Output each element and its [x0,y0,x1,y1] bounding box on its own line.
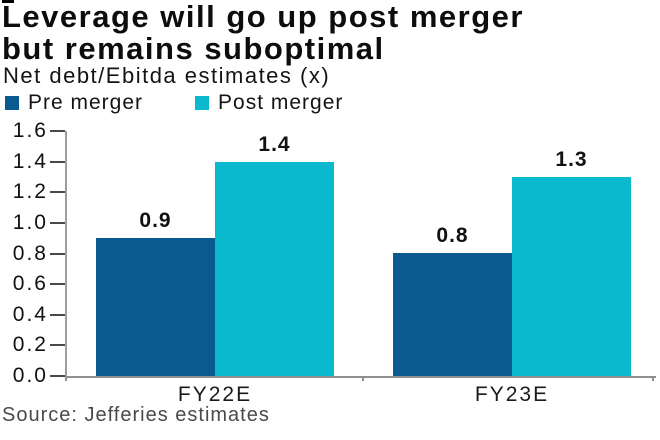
y-tick-label: 0.8 [12,241,48,265]
y-tick-label: 0.2 [12,333,48,357]
plot-area: 1.6 1.4 1.2 1.0 0.8 0.6 0.4 0.2 0.0 0.9 1.4 FY22E 0.… [13,120,656,406]
corner-mark [2,0,14,3]
value-label-pre-merger-fy22e: 0.9 [139,209,172,232]
y-axis-tick [50,344,65,347]
legend-label: Pre merger [28,91,144,114]
x-axis-tick [652,376,654,381]
bar-post-merger-fy22e [215,162,334,376]
value-label-post-merger-fy22e: 1.4 [258,133,291,156]
x-axis-tick [362,376,364,381]
chart-title-line1: Leverage will go up post merger [2,0,524,34]
y-axis-tick [50,191,65,194]
y-tick-label: 1.6 [12,119,48,142]
y-tick-label: 1.0 [12,210,48,234]
y-axis-tick [50,375,65,377]
legend-label: Post merger [218,91,344,114]
chart-subtitle: Net debt/Ebitda estimates (x) [3,63,331,88]
value-label-post-merger-fy23e: 1.3 [555,148,588,171]
chart-title-line2: but remains suboptimal [2,31,385,66]
y-tick-label: 1.2 [12,180,48,204]
legend-swatch-pre-merger [5,96,19,110]
bar-pre-merger-fy22e [96,238,215,376]
legend-item-pre-merger: Pre merger [5,91,143,115]
bar-pre-merger-fy23e [393,253,512,376]
category-label-fy23e: FY23E [474,383,550,406]
y-tick-label: 1.4 [12,149,48,173]
y-axis-tick [50,252,65,255]
y-axis-tick [50,283,65,286]
y-axis-tick [50,130,65,132]
y-tick-label: 0.4 [12,302,48,326]
y-tick-label: 0.0 [12,364,48,387]
y-axis-tick [50,221,65,224]
legend-item-post-merger: Post merger [195,91,343,115]
chart-title: Leverage will go up post merger but rema… [2,1,524,65]
category-label-fy22e: FY22E [177,383,253,406]
y-axis-tick [50,313,65,316]
legend: Pre merger Post merger [5,91,343,115]
bar-post-merger-fy23e [512,177,631,376]
x-axis-tick [65,376,67,381]
y-tick-label: 0.6 [12,272,48,296]
source-note: Source: Jefferies estimates [2,404,270,426]
value-label-pre-merger-fy23e: 0.8 [436,224,469,247]
y-axis-tick [50,160,65,163]
legend-swatch-post-merger [195,96,210,110]
